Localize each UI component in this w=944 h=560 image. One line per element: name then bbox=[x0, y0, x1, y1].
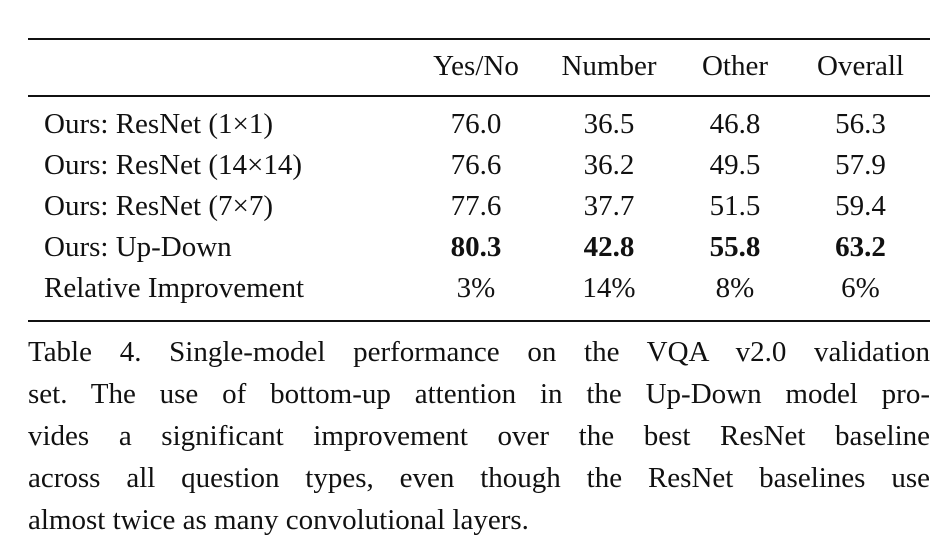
header-other: Other bbox=[701, 50, 769, 82]
cell-overall: 6% bbox=[841, 272, 880, 304]
table-row: Ours: ResNet (7×7) 77.6 37.7 51.5 59.4 bbox=[28, 186, 930, 227]
row-label: Ours: Up-Down bbox=[44, 231, 232, 263]
cell-other: 51.5 bbox=[709, 190, 761, 222]
caption-line: Table 4. Single-model performance on the… bbox=[28, 336, 930, 368]
row-label: Ours: ResNet (1×1) bbox=[44, 108, 273, 140]
caption-line: set. The use of bottom-up attention in t… bbox=[28, 378, 930, 410]
cell-other: 49.5 bbox=[709, 149, 761, 181]
header-yes-no: Yes/No bbox=[433, 50, 519, 82]
cell-number: 36.5 bbox=[583, 108, 635, 140]
header-number: Number bbox=[561, 50, 657, 82]
cell-yes-no: 76.6 bbox=[450, 149, 502, 181]
table-row: Ours: ResNet (1×1) 76.0 36.5 46.8 56.3 bbox=[28, 95, 930, 145]
cell-yes-no: 77.6 bbox=[450, 190, 502, 222]
table-caption: Table 4. Single-model performance on the… bbox=[28, 331, 930, 541]
cell-overall: 57.9 bbox=[835, 149, 886, 181]
cell-other: 55.8 bbox=[709, 231, 761, 263]
caption-line: across all question types, even though t… bbox=[28, 462, 930, 494]
cell-number: 37.7 bbox=[583, 190, 635, 222]
cell-number: 14% bbox=[582, 272, 636, 304]
cell-yes-no: 76.0 bbox=[450, 108, 502, 140]
header-overall: Overall bbox=[817, 50, 904, 82]
cell-yes-no: 3% bbox=[456, 272, 496, 304]
cell-other: 8% bbox=[715, 272, 755, 304]
cell-overall: 63.2 bbox=[835, 231, 886, 263]
row-label: Ours: ResNet (14×14) bbox=[44, 149, 302, 181]
row-label: Ours: ResNet (7×7) bbox=[44, 190, 273, 222]
results-table: Yes/No Number Other Overall Ours: ResNet… bbox=[28, 38, 930, 309]
header-cell-blank bbox=[28, 38, 413, 95]
caption-line: vides a significant improvement over the… bbox=[28, 420, 930, 452]
top-rule bbox=[28, 38, 930, 40]
cell-other: 46.8 bbox=[709, 108, 761, 140]
caption-line: almost twice as many convolutional layer… bbox=[28, 504, 529, 536]
table-row: Relative Improvement 3% 14% 8% 6% bbox=[28, 268, 930, 309]
row-label: Relative Improvement bbox=[44, 272, 305, 304]
table-row-best: Ours: Up-Down 80.3 42.8 55.8 63.2 bbox=[28, 227, 930, 268]
table-row: Ours: ResNet (14×14) 76.6 36.2 49.5 57.9 bbox=[28, 145, 930, 186]
header-rule bbox=[28, 95, 930, 97]
cell-number: 36.2 bbox=[583, 149, 635, 181]
cell-number: 42.8 bbox=[583, 231, 635, 263]
cell-overall: 56.3 bbox=[835, 108, 886, 140]
header-row: Yes/No Number Other Overall bbox=[28, 38, 930, 95]
cell-yes-no: 80.3 bbox=[450, 231, 502, 263]
cell-overall: 59.4 bbox=[835, 190, 886, 222]
bottom-rule bbox=[28, 320, 930, 322]
